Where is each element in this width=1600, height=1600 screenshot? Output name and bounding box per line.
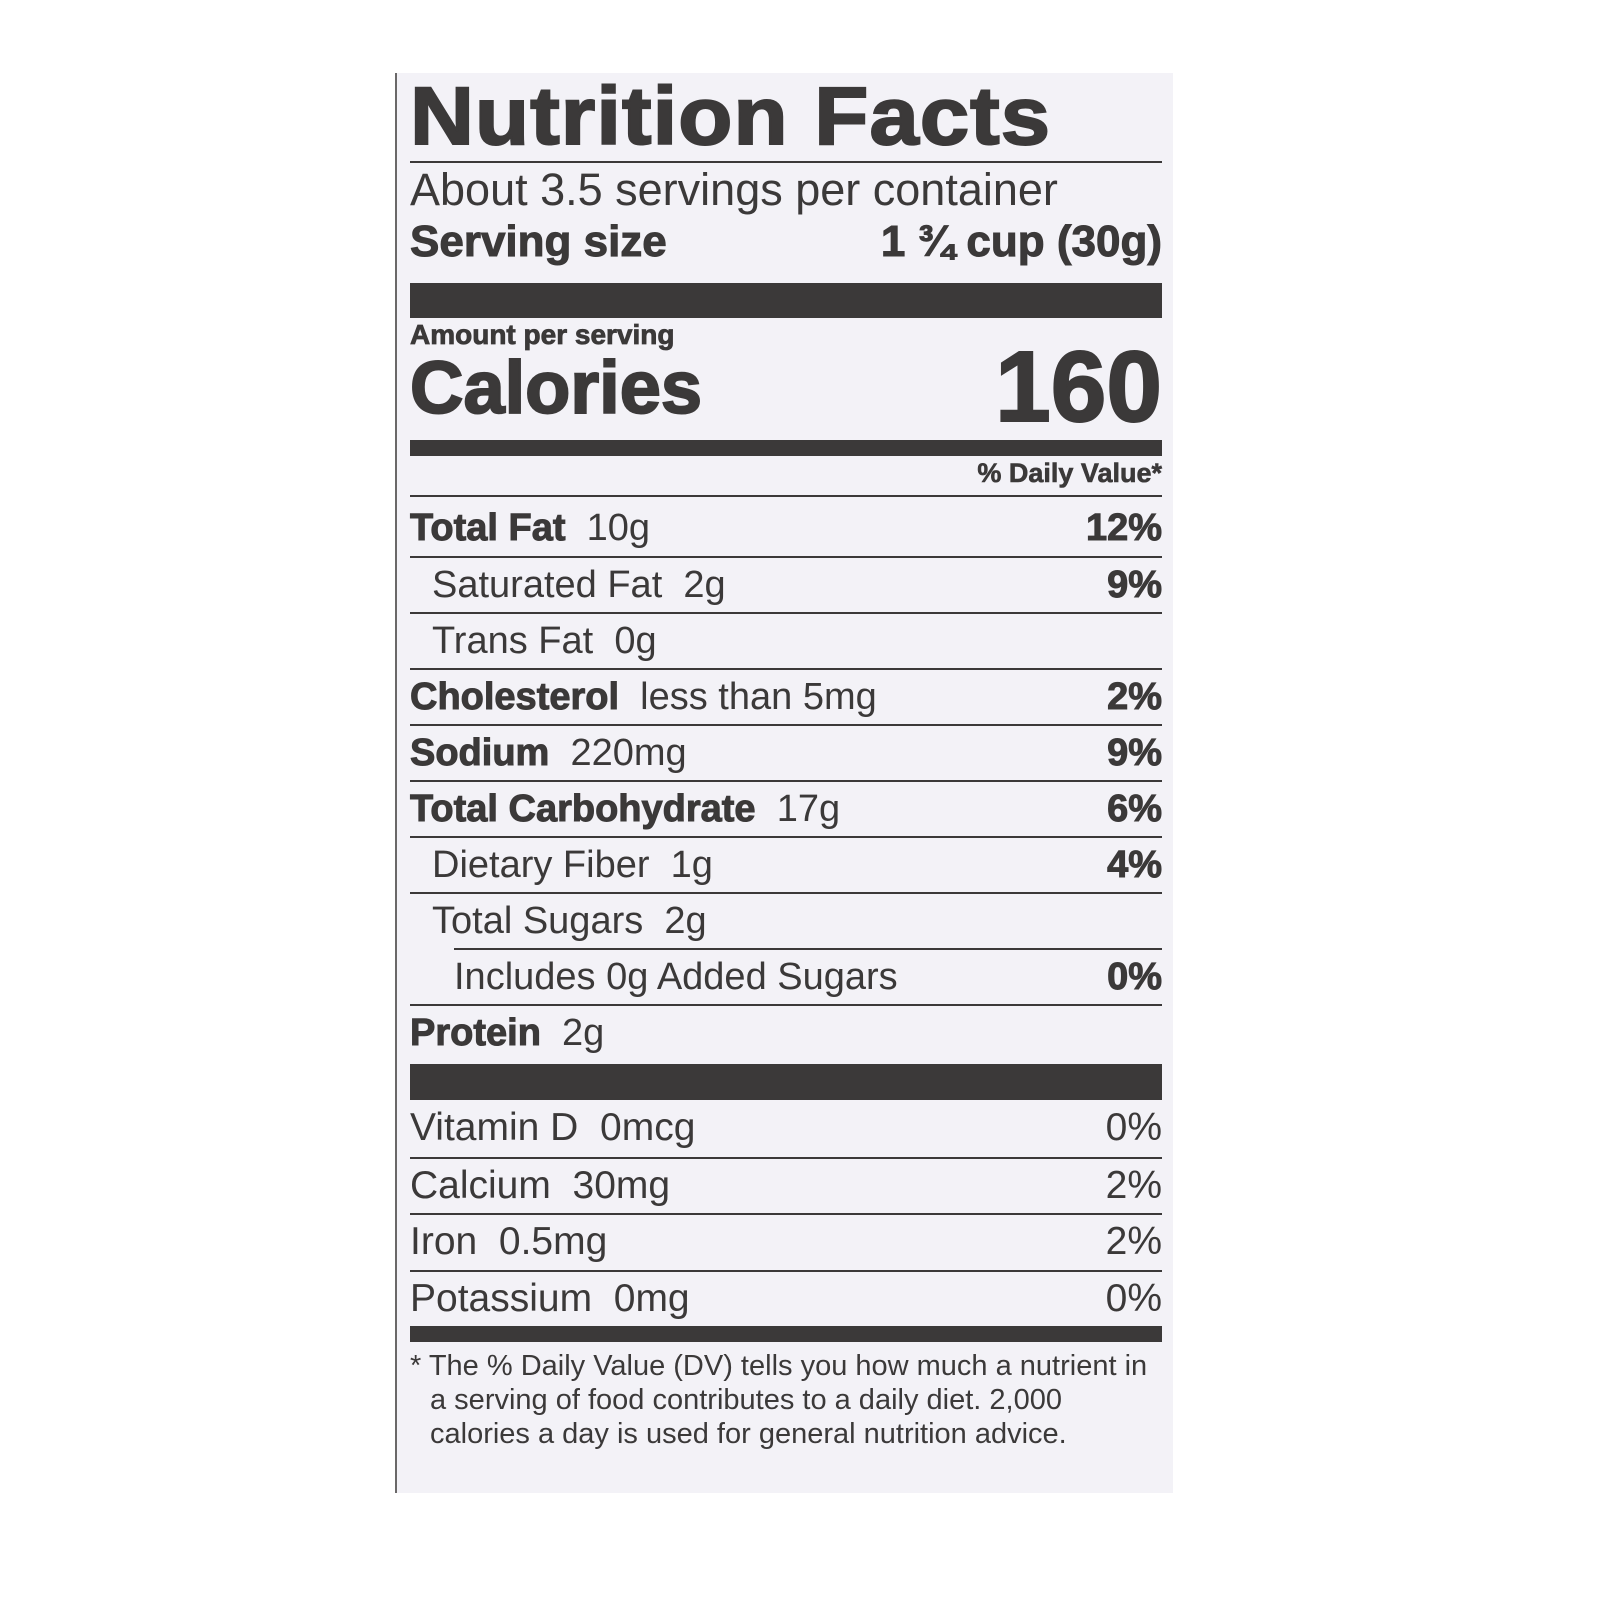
vitamin-row-vitamin-d: Vitamin D 0mcg 0% bbox=[410, 1100, 1162, 1157]
nutrient-amount: 2g bbox=[683, 563, 726, 606]
vitamin-row-iron: Iron 0.5mg 2% bbox=[410, 1213, 1162, 1270]
nutrient-dv: 9% bbox=[1107, 563, 1163, 606]
nutrient-name: Total Carbohydrate bbox=[410, 787, 757, 830]
footnote: * The % Daily Value (DV) tells you how m… bbox=[410, 1350, 1148, 1450]
vitamin-row-calcium: Calcium 30mg 2% bbox=[410, 1156, 1162, 1214]
calories-row: Calories 160 bbox=[409, 330, 1163, 444]
nutrient-row-total-sugars: Total Sugars 2g bbox=[410, 892, 1162, 948]
vitamin-name: Calcium bbox=[410, 1163, 551, 1207]
nutrient-row-total-carbohydrate: Total Carbohydrate 17g 6% bbox=[410, 780, 1162, 836]
nutrient-row-total-fat: Total Fat 10g 12% bbox=[410, 500, 1163, 556]
nutrient-name: Protein bbox=[410, 1011, 542, 1054]
label-title: Nutrition Facts bbox=[409, 71, 1052, 162]
nutrient-amount: 2g bbox=[562, 1011, 605, 1054]
nutrient-row-dietary-fiber: Dietary Fiber 1g 4% bbox=[410, 836, 1162, 892]
nutrient-row-added-sugars: Includes 0g Added Sugars 0% bbox=[454, 948, 1162, 1004]
vitamin-amount: 30mg bbox=[572, 1163, 671, 1207]
vitamin-dv: 0% bbox=[1105, 1276, 1162, 1320]
vitamin-dv: 2% bbox=[1105, 1220, 1162, 1264]
nutrient-dv: 9% bbox=[1107, 731, 1163, 774]
nutrient-amount: 220mg bbox=[570, 731, 687, 774]
divider bbox=[410, 161, 1162, 163]
nutrient-name: Includes 0g Added Sugars bbox=[454, 955, 898, 998]
nutrient-row-protein: Protein 2g bbox=[410, 1004, 1162, 1060]
nutrient-name: Total Fat bbox=[410, 506, 567, 549]
divider bbox=[410, 495, 1162, 497]
nutrient-dv: 2% bbox=[1107, 675, 1163, 718]
nutrient-row-cholesterol: Cholesterol less than 5mg 2% bbox=[409, 668, 1163, 724]
vitamin-amount: 0.5mg bbox=[498, 1220, 608, 1264]
nutrient-amount: 1g bbox=[670, 843, 713, 886]
vitamin-name: Vitamin D bbox=[410, 1106, 579, 1150]
nutrient-dv: 0% bbox=[1107, 955, 1163, 998]
vitamin-name: Iron bbox=[410, 1220, 478, 1264]
serving-size: Serving size 1 ¾ cup (30g) bbox=[410, 215, 1163, 269]
nutrient-list: Total Fat 10g 12% Saturated Fat 2g 9% Tran… bbox=[409, 500, 1163, 1060]
medium-divider bbox=[410, 440, 1162, 456]
serving-size-value: 1 ¾ cup (30g) bbox=[880, 217, 1162, 267]
thick-divider bbox=[410, 1064, 1162, 1100]
nutrient-name: Sodium bbox=[409, 731, 550, 774]
nutrient-dv: 4% bbox=[1107, 843, 1163, 886]
nutrient-amount: 10g bbox=[586, 506, 651, 549]
medium-divider bbox=[410, 1326, 1162, 1342]
nutrient-dv: 12% bbox=[1085, 506, 1162, 549]
nutrient-name: Saturated Fat bbox=[432, 563, 663, 606]
amount-per-serving: Amount per serving bbox=[410, 319, 675, 351]
nutrient-name: Dietary Fiber bbox=[432, 843, 650, 886]
nutrient-row-saturated-fat: Saturated Fat 2g 9% bbox=[410, 556, 1162, 612]
vitamin-list: Vitamin D 0mcg 0% Calcium 30mg 2% Iron 0.5… bbox=[410, 1100, 1162, 1326]
thick-divider bbox=[410, 283, 1162, 318]
nutrient-name: Trans Fat bbox=[432, 619, 594, 662]
nutrient-amount: 0g bbox=[614, 619, 657, 662]
daily-value-header: % Daily Value* bbox=[977, 458, 1162, 489]
nutrient-amount: 17g bbox=[776, 787, 841, 830]
nutrient-name: Total Sugars bbox=[432, 899, 644, 942]
nutrition-facts-label: Nutrition Facts About 3.5 servings per c… bbox=[395, 73, 1173, 1493]
servings-per-container: About 3.5 servings per container bbox=[410, 164, 1058, 215]
vitamin-dv: 2% bbox=[1105, 1163, 1162, 1207]
vitamin-amount: 0mg bbox=[613, 1276, 690, 1320]
nutrient-dv: 6% bbox=[1107, 787, 1163, 830]
vitamin-amount: 0mcg bbox=[600, 1106, 696, 1150]
nutrient-row-sodium: Sodium 220mg 9% bbox=[409, 724, 1163, 780]
nutrient-amount: 2g bbox=[664, 899, 707, 942]
vitamin-row-potassium: Potassium 0mg 0% bbox=[410, 1269, 1162, 1327]
vitamin-dv: 0% bbox=[1105, 1106, 1162, 1150]
vitamin-name: Potassium bbox=[410, 1276, 593, 1320]
nutrient-row-trans-fat: Trans Fat 0g bbox=[410, 612, 1162, 668]
calories-label: Calories bbox=[409, 345, 703, 430]
serving-size-label: Serving size bbox=[410, 217, 668, 267]
nutrient-name: Cholesterol bbox=[409, 675, 620, 718]
calories-value: 160 bbox=[994, 330, 1163, 444]
nutrient-amount: less than 5mg bbox=[640, 675, 877, 718]
